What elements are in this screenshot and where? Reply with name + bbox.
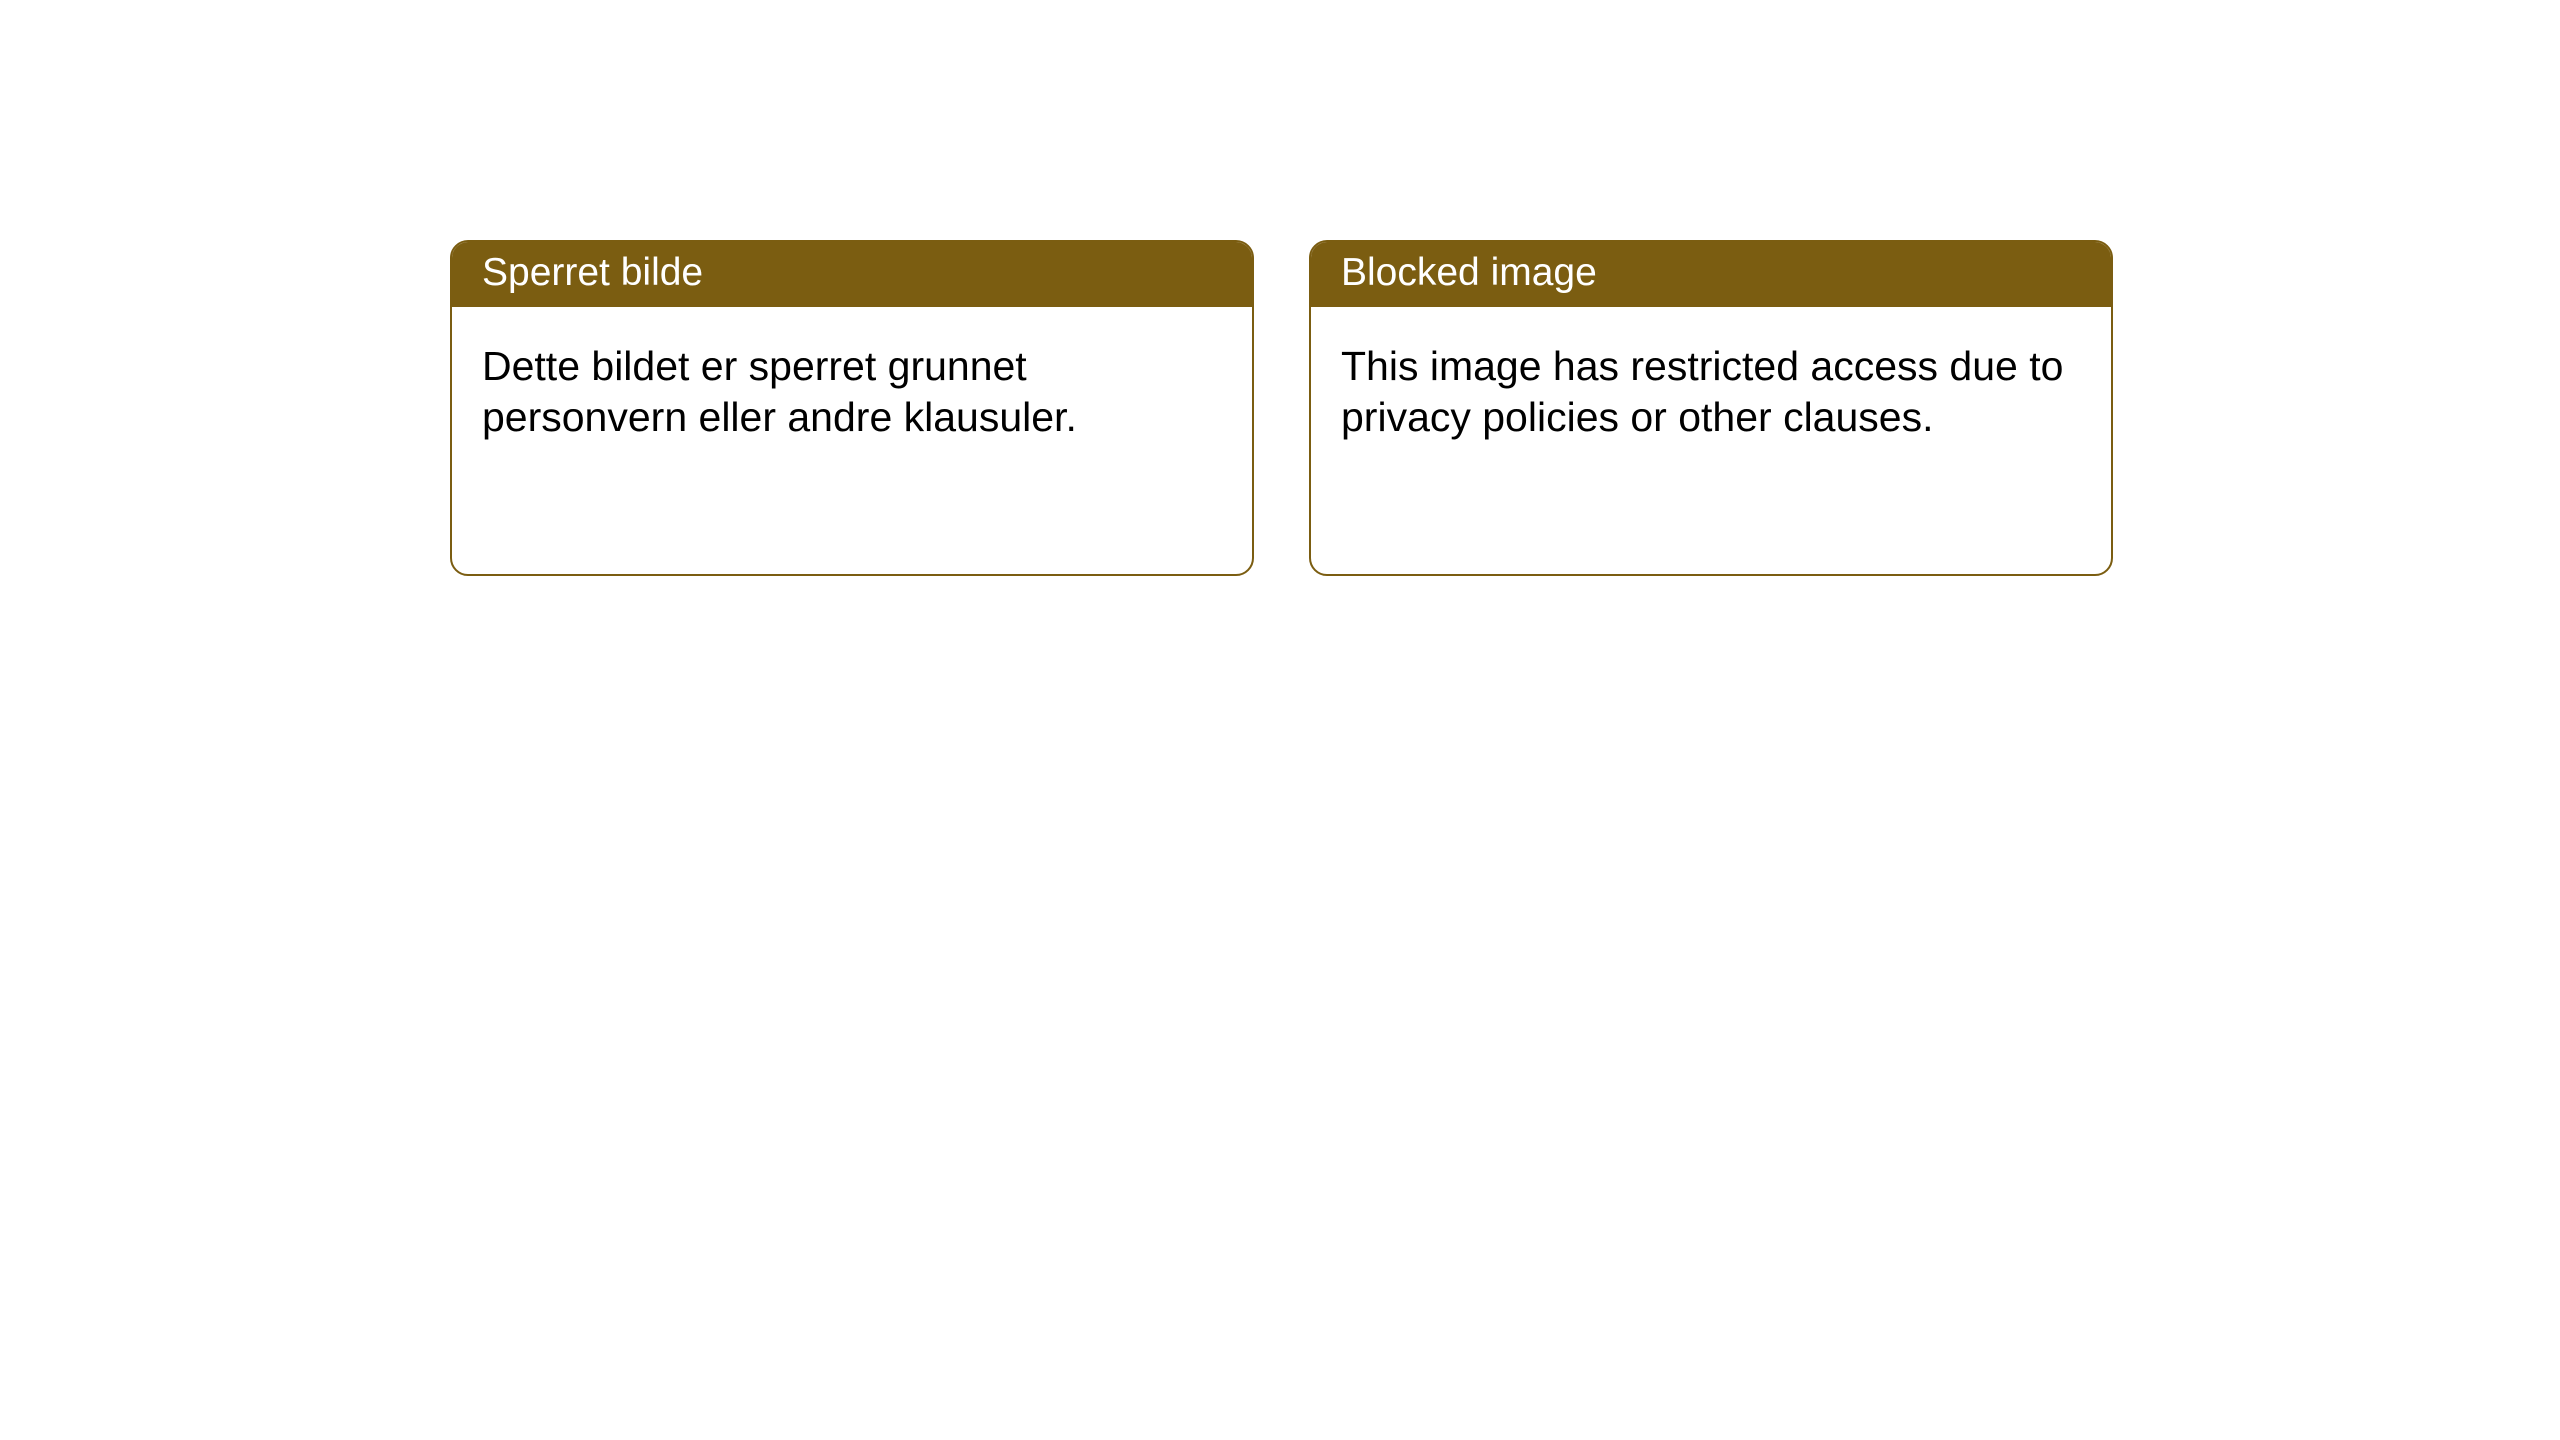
notice-card-english: Blocked image This image has restricted …: [1309, 240, 2113, 576]
notice-body: This image has restricted access due to …: [1311, 307, 2111, 478]
notice-body: Dette bildet er sperret grunnet personve…: [452, 307, 1252, 478]
notice-container: Sperret bilde Dette bildet er sperret gr…: [0, 0, 2560, 576]
notice-title: Blocked image: [1311, 242, 2111, 307]
notice-card-norwegian: Sperret bilde Dette bildet er sperret gr…: [450, 240, 1254, 576]
notice-title: Sperret bilde: [452, 242, 1252, 307]
